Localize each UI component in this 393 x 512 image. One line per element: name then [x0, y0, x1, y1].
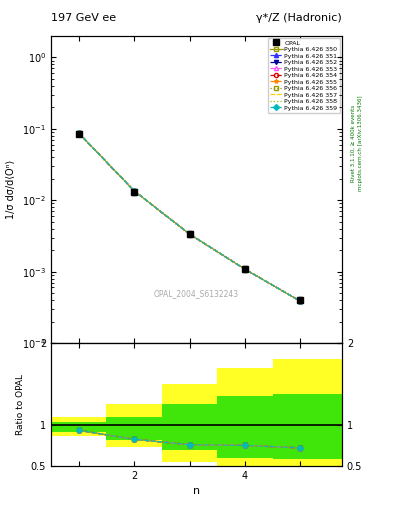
Text: Rivet 3.1.10, ≥ 400k events: Rivet 3.1.10, ≥ 400k events: [351, 105, 356, 182]
Text: 197 GeV ee: 197 GeV ee: [51, 13, 116, 23]
Y-axis label: 1/σ dσ/d⟨Oⁿ⟩: 1/σ dσ/d⟨Oⁿ⟩: [6, 160, 17, 219]
X-axis label: n: n: [193, 486, 200, 496]
Y-axis label: Ratio to OPAL: Ratio to OPAL: [16, 374, 25, 435]
Legend: OPAL, Pythia 6.426 350, Pythia 6.426 351, Pythia 6.426 352, Pythia 6.426 353, Py: OPAL, Pythia 6.426 350, Pythia 6.426 351…: [268, 38, 340, 113]
Text: mcplots.cern.ch [arXiv:1306.3436]: mcplots.cern.ch [arXiv:1306.3436]: [358, 96, 363, 191]
Text: OPAL_2004_S6132243: OPAL_2004_S6132243: [154, 289, 239, 298]
Text: γ*/Z (Hadronic): γ*/Z (Hadronic): [256, 13, 342, 23]
